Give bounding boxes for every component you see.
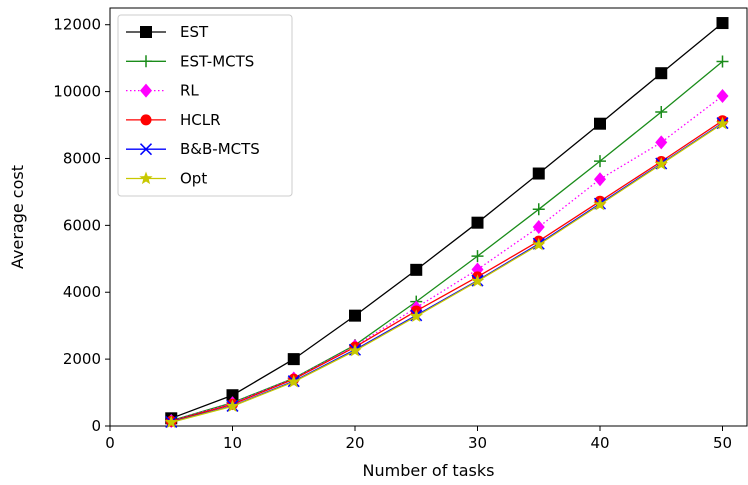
data-point — [349, 309, 361, 322]
y-tick-label: 6000 — [63, 216, 101, 234]
series-5 — [164, 116, 730, 428]
legend-entry: RL — [126, 82, 199, 100]
legend-entry: EST-MCTS — [126, 52, 254, 70]
legend-label: B&B-MCTS — [180, 140, 260, 158]
y-tick-label: 0 — [91, 417, 101, 435]
legend: EST EST-MCTS RL HCLR B&B-MCTS Opt — [117, 14, 293, 197]
data-point — [470, 274, 485, 287]
legend-entry: EST — [126, 23, 209, 41]
legend-label: EST — [180, 23, 209, 41]
legend-marker — [139, 171, 153, 185]
data-point — [655, 135, 668, 150]
y-tick-label: 4000 — [63, 283, 101, 301]
y-tick-label: 10000 — [53, 83, 101, 101]
x-tick-label: 10 — [223, 434, 242, 452]
data-point — [287, 374, 301, 388]
data-point — [532, 203, 545, 216]
x-tick-label: 20 — [345, 434, 364, 452]
x-axis-label: Number of tasks — [363, 461, 495, 480]
y-tick-label: 2000 — [63, 350, 101, 368]
series-line — [171, 123, 723, 423]
data-point — [655, 67, 668, 80]
legend-label: EST-MCTS — [180, 52, 254, 70]
data-point — [348, 343, 362, 357]
data-point — [594, 155, 606, 168]
data-point — [471, 250, 484, 263]
series-line — [171, 120, 723, 422]
data-point — [409, 309, 423, 322]
legend-label: Opt — [180, 170, 207, 188]
data-point — [716, 55, 729, 68]
data-point — [225, 399, 240, 412]
data-point — [654, 157, 668, 170]
x-tick-label: 0 — [105, 434, 115, 452]
legend-marker — [140, 55, 152, 68]
y-axis-label: Average cost — [8, 165, 27, 269]
series-line — [171, 22, 723, 419]
data-point — [655, 105, 668, 118]
x-tick-label: 40 — [590, 434, 609, 452]
series-0 — [165, 17, 729, 425]
legend-marker — [139, 143, 153, 156]
data-point — [471, 216, 484, 229]
data-point — [410, 263, 423, 276]
data-point — [716, 17, 729, 30]
legend-label: HCLR — [180, 111, 221, 129]
y-tick-label: 12000 — [53, 16, 101, 34]
legend-marker — [140, 26, 152, 38]
legend-label: RL — [180, 82, 199, 100]
x-tick-label: 30 — [468, 434, 487, 452]
data-point — [715, 116, 730, 130]
y-tick-label: 8000 — [63, 149, 101, 167]
data-point — [532, 237, 546, 251]
data-point — [287, 353, 300, 366]
data-point — [226, 389, 239, 402]
data-point — [532, 220, 545, 235]
legend-frame — [117, 14, 293, 197]
legend-entry: HCLR — [126, 111, 221, 129]
data-point — [716, 88, 729, 103]
data-point — [594, 172, 606, 187]
data-point — [594, 117, 606, 130]
legend-marker — [140, 114, 152, 126]
plot-area — [109, 7, 748, 427]
plot-frame — [109, 7, 748, 427]
x-tick-label: 50 — [713, 434, 732, 452]
legend-entry: Opt — [126, 170, 207, 188]
legend-entry: B&B-MCTS — [126, 140, 260, 158]
legend-marker — [140, 83, 152, 98]
series-layer — [164, 17, 730, 429]
data-point — [164, 415, 178, 428]
series-line — [171, 95, 723, 422]
data-point — [532, 167, 545, 180]
axes-layer: 0 10 20 30 40 50 0 2000 4000 6000 8000 10000 12000 — [53, 16, 732, 452]
data-point — [593, 197, 607, 211]
